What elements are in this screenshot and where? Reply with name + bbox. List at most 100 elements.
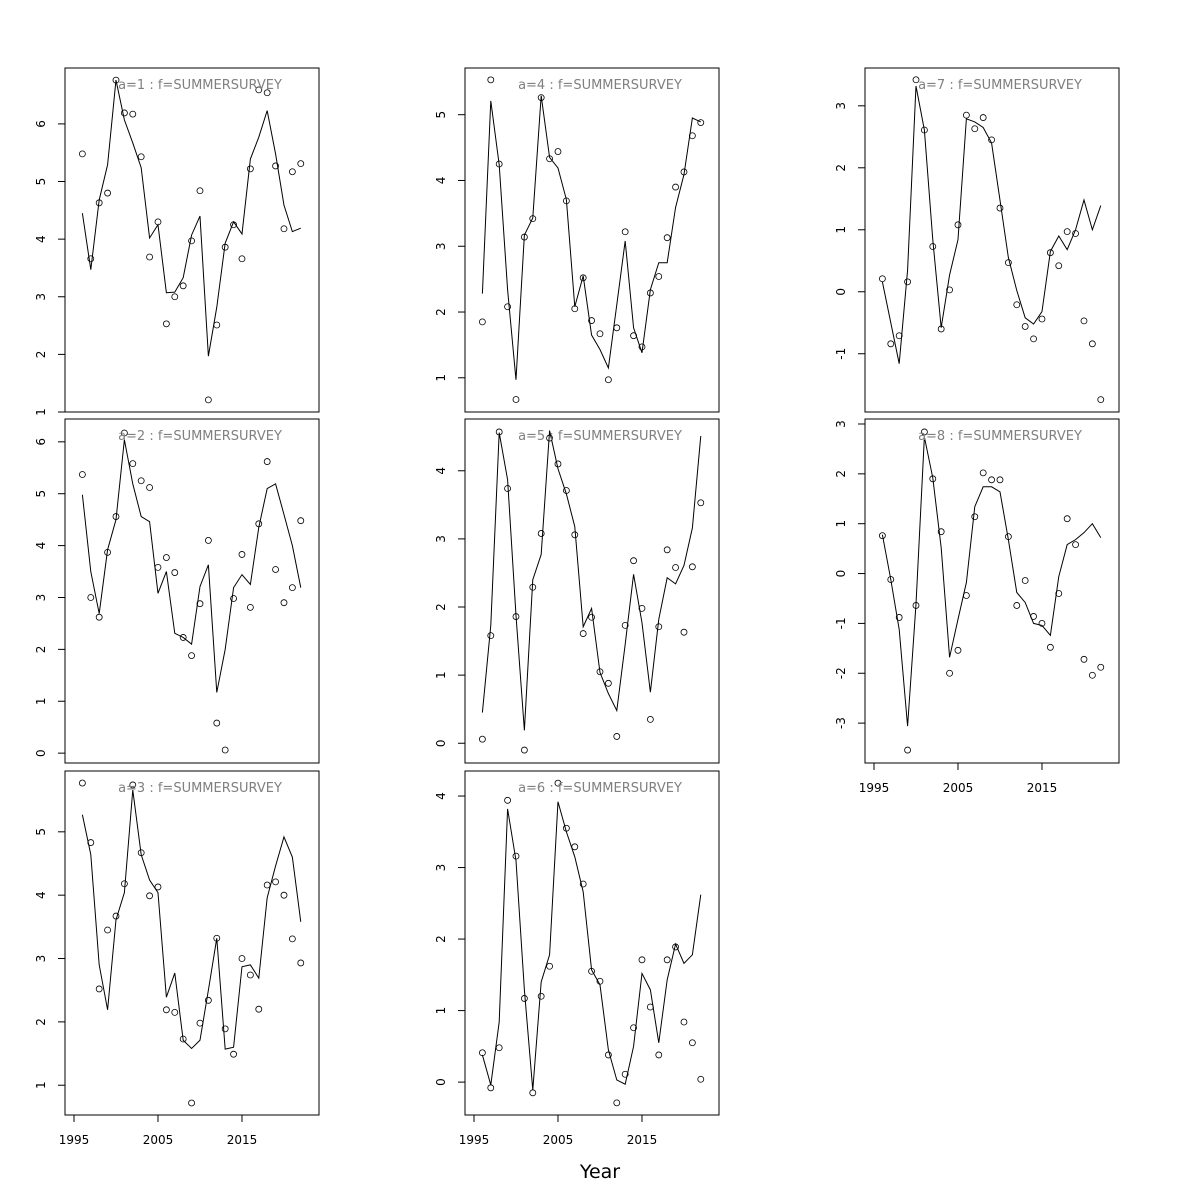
observed-point	[638, 604, 646, 612]
observed-point	[1088, 671, 1096, 679]
y-tick-label: 4	[34, 542, 48, 550]
y-tick-label: 2	[34, 1018, 48, 1026]
y-tick-label: 5	[34, 828, 48, 836]
observed-point	[263, 881, 271, 889]
y-tick-label: 4	[34, 235, 48, 243]
y-tick-label: 4	[434, 467, 448, 475]
y-tick-label: 4	[434, 792, 448, 800]
observed-point	[1046, 249, 1054, 257]
observed-point	[1038, 620, 1046, 627]
observed-point	[988, 476, 995, 484]
observed-point	[579, 274, 587, 282]
observed-point	[120, 880, 128, 888]
observed-point	[680, 628, 688, 636]
observed-point	[971, 125, 979, 133]
observed-point	[621, 228, 629, 236]
observed-point	[1046, 643, 1054, 651]
observed-point	[280, 225, 288, 233]
panel-frame	[64, 770, 320, 1116]
x-tick-label: 2015	[627, 1133, 658, 1147]
observed-point	[1021, 577, 1029, 584]
y-tick-label: 0	[834, 570, 848, 578]
observed-point	[1013, 301, 1021, 309]
observed-point	[979, 114, 987, 121]
y-tick-label: 2	[834, 470, 848, 478]
fitted-line	[481, 801, 702, 1091]
observed-point	[179, 1035, 187, 1043]
observed-point	[912, 76, 920, 84]
y-tick-label: 1	[434, 374, 448, 382]
observed-point	[478, 318, 486, 326]
observed-point	[204, 996, 212, 1004]
observed-point	[554, 148, 562, 155]
panel-frame	[864, 67, 1120, 413]
fitted-line	[81, 789, 302, 1050]
observed-point	[238, 955, 246, 962]
panel-title: a=3 : f=SUMMERSURVEY	[118, 781, 282, 796]
observed-point	[1072, 541, 1079, 549]
observed-point	[621, 1070, 629, 1078]
observed-point	[246, 165, 254, 173]
x-tick-label: 1995	[59, 1133, 90, 1147]
panel-title: a=5 : f=SUMMERSURVEY	[518, 429, 682, 444]
observed-point	[104, 926, 111, 934]
observed-point	[546, 962, 553, 970]
y-tick-label: 3	[834, 102, 848, 110]
observed-point	[204, 537, 212, 544]
observed-point	[162, 554, 170, 561]
observed-point	[246, 971, 254, 979]
y-tick-label: 1	[34, 697, 48, 705]
x-tick-label: 2015	[227, 1133, 258, 1147]
observed-point	[87, 255, 95, 263]
y-tick-label: 0	[434, 739, 448, 747]
observed-point	[1080, 655, 1088, 663]
observed-point	[204, 396, 212, 404]
observed-point	[179, 634, 187, 641]
observed-point	[688, 563, 696, 571]
observed-point	[288, 935, 296, 943]
observed-point	[1055, 262, 1063, 270]
observed-point	[154, 883, 162, 891]
observed-point	[188, 652, 195, 659]
panel-frame	[464, 418, 720, 764]
observed-point	[280, 599, 288, 607]
y-tick-label: -3	[834, 717, 848, 729]
observed-point	[604, 1051, 612, 1059]
x-axis-label: Year	[579, 1161, 620, 1183]
observed-point	[95, 985, 103, 993]
y-tick-label: 3	[434, 535, 448, 543]
y-tick-label: 3	[834, 420, 848, 428]
observed-point	[154, 563, 162, 571]
observed-point	[171, 1008, 179, 1016]
observed-point	[272, 162, 279, 170]
observed-point	[146, 892, 153, 900]
observed-point	[171, 293, 179, 301]
observed-point	[504, 796, 511, 804]
y-tick-label: 4	[434, 177, 448, 185]
x-tick-label: 1995	[459, 1133, 490, 1147]
observed-point	[272, 878, 279, 886]
observed-point	[495, 1044, 503, 1052]
observed-point	[78, 779, 86, 787]
observed-point	[213, 719, 221, 727]
observed-point	[1021, 323, 1029, 330]
observed-point	[1030, 335, 1037, 343]
observed-point	[129, 110, 137, 118]
observed-point	[520, 746, 528, 754]
observed-point	[920, 428, 928, 436]
observed-point	[571, 843, 579, 851]
x-tick-label: 2005	[543, 1133, 574, 1147]
panel-frame	[464, 770, 720, 1116]
observed-point	[171, 569, 179, 576]
observed-point	[579, 630, 587, 637]
observed-point	[946, 669, 953, 677]
observed-point	[179, 282, 187, 290]
x-tick-label: 2005	[143, 1133, 174, 1147]
observed-point	[1063, 228, 1071, 236]
observed-point	[1038, 315, 1046, 323]
observed-point	[697, 119, 705, 126]
y-tick-label: 3	[434, 242, 448, 250]
y-tick-label: 1	[834, 520, 848, 528]
y-tick-label: 2	[34, 646, 48, 654]
y-tick-label: 1	[34, 1081, 48, 1089]
